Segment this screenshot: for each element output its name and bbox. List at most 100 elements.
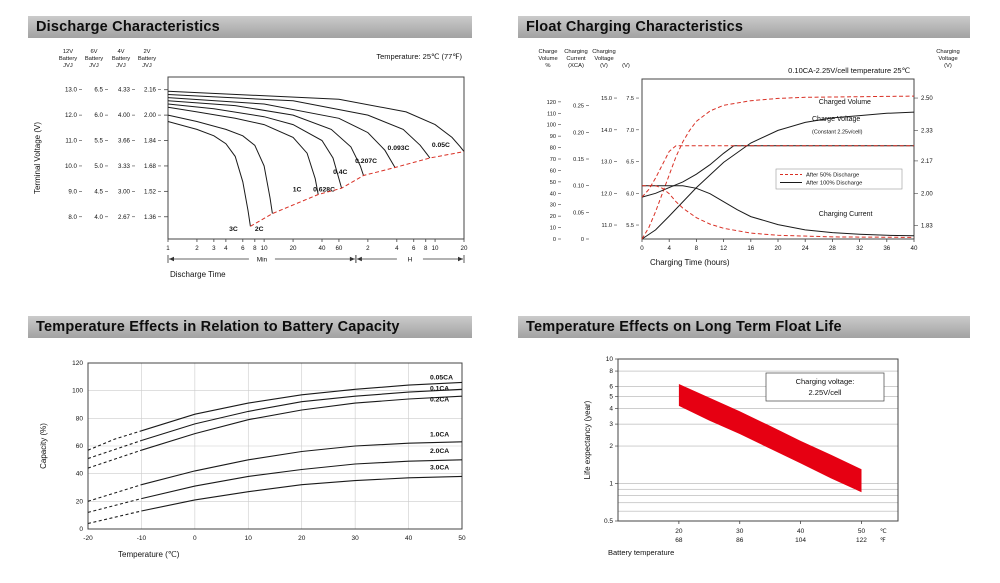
voltage-tick-label: 1.36 — [144, 214, 157, 221]
series-label-1C: 1C — [293, 186, 302, 193]
voltage-tick-label: 2.16 — [144, 87, 157, 94]
right-axis-header: Voltage — [938, 56, 957, 62]
left-axis-tick-label: 15.0 — [601, 96, 612, 102]
voltage-column-header: Battery — [112, 56, 130, 62]
y-tick-label: 8 — [609, 368, 613, 375]
left-axis-tick-label: 0.15 — [573, 157, 584, 163]
plot-border — [87, 362, 463, 530]
series-charging-current-50 — [642, 185, 915, 238]
left-axis-tick-label: 40 — [550, 191, 556, 197]
y-axis-title: Terminal Voltage (V) — [33, 122, 42, 194]
x-tick-label-c: 30 — [736, 528, 744, 535]
discharge-characteristics-section: Discharge Characteristics 12V Battery JVJ 1… — [28, 16, 472, 289]
y-tick-label: 20 — [76, 498, 84, 505]
x-unit-fahrenheit: ℉ — [880, 538, 886, 544]
section-header-float-life: Temperature Effects on Long Term Float L… — [518, 316, 970, 338]
x-tick-label-c: 40 — [797, 528, 805, 535]
voltage-tick-label: 4.0 — [94, 214, 103, 221]
x-tick-label: 20 — [461, 245, 468, 252]
x-tick-label: 60 — [335, 245, 342, 252]
curve-label: Charged Volume — [819, 99, 871, 106]
x-unit-celsius: ℃ — [880, 529, 887, 535]
x-tick-label: 2 — [195, 245, 199, 252]
annotation-line-2: 2.25V/cell — [809, 388, 842, 397]
left-axis-tick-label: 7.5 — [626, 96, 634, 102]
voltage-column-header: Battery — [59, 56, 77, 62]
voltage-tick-label: 1.68 — [144, 163, 157, 170]
x-tick-label: 6 — [241, 245, 245, 252]
series-label-0.628C: 0.628C — [313, 186, 335, 193]
voltage-tick-label: 8.0 — [68, 214, 77, 221]
left-axis-header: (V) — [622, 63, 630, 69]
left-axis-tick-label: 12.0 — [601, 191, 612, 197]
x-tick-label: 2 — [366, 245, 370, 252]
curve-label: Charge Voltage — [812, 116, 860, 123]
y-tick-label: 120 — [72, 360, 83, 367]
x-tick-label-f: 86 — [736, 537, 744, 544]
series-3C — [167, 121, 251, 227]
voltage-column-header: 6V — [90, 49, 97, 55]
left-axis-tick-label: 100 — [547, 123, 556, 129]
series-0.1CA — [141, 388, 463, 442]
voltage-tick-label: 2.00 — [144, 112, 157, 119]
section-arrow — [458, 256, 463, 262]
x-tick-label: 0 — [193, 535, 197, 542]
series-charge-voltage-100 — [641, 145, 914, 198]
series-label-3.0CA: 3.0CA — [430, 465, 449, 472]
series-label-0.4C: 0.4C — [333, 169, 347, 176]
y-tick-label: 2 — [609, 443, 613, 450]
x-tick-label: 1 — [166, 245, 170, 252]
voltage-tick-label: 11.0 — [65, 138, 77, 145]
series-0.207C — [167, 97, 396, 168]
section-title-float-charging: Float Charging Characteristics — [526, 19, 744, 35]
x-tick-label: 40 — [911, 245, 918, 252]
x-tick-label: 50 — [458, 535, 466, 542]
x-tick-label: 8 — [424, 245, 428, 252]
y-tick-label: 10 — [606, 356, 614, 363]
y-axis-title: Life expectancy (year) — [583, 400, 592, 479]
y-tick-label: 0 — [79, 526, 83, 533]
y-tick-label: 3 — [609, 421, 613, 428]
right-axis-header: Charging — [936, 49, 960, 55]
x-tick-label: 10 — [432, 245, 439, 252]
series-1.0CA — [141, 441, 463, 486]
float-charging-section: Float Charging Characteristics Charge Vol… — [518, 16, 970, 289]
left-axis-header: Volume — [538, 56, 557, 62]
section-arrow — [356, 256, 362, 262]
x-tick-label-c: 20 — [675, 528, 683, 535]
voltage-tick-label: 1.84 — [144, 138, 157, 145]
x-tick-label: 40 — [405, 535, 413, 542]
float-charging-chart: ChargeVolume%120110100908070605040302010… — [538, 49, 960, 267]
section-label: Min — [257, 256, 268, 263]
float-life-section: Temperature Effects on Long Term Float L… — [518, 316, 970, 567]
float-life-chart: 1086543210.5206830864010450122℃℉Charging… — [583, 356, 899, 557]
series-charge-voltage-50 — [641, 145, 914, 198]
x-tick-label: 16 — [747, 245, 754, 252]
curve-label: (Constant 2.25v/cell) — [812, 129, 863, 135]
section-header-float-charging: Float Charging Characteristics — [518, 16, 970, 38]
left-axis-header: % — [545, 63, 550, 69]
left-axis-tick-label: 0.05 — [573, 210, 584, 216]
voltage-column-header: 4V — [117, 49, 124, 55]
series-label-0.05CA: 0.05CA — [430, 375, 453, 382]
series-label-2C: 2C — [255, 226, 264, 233]
y-tick-label: 6 — [609, 384, 613, 391]
left-axis-tick-label: 30 — [550, 203, 556, 209]
voltage-tick-label: 2.67 — [118, 214, 131, 221]
x-tick-label: 40 — [319, 245, 326, 252]
x-axis-title: Battery temperature — [608, 548, 674, 557]
left-axis-tick-label: 7.0 — [626, 128, 634, 134]
x-tick-label-c: 50 — [858, 528, 866, 535]
section-arrow — [169, 256, 174, 262]
x-tick-label: 28 — [829, 245, 836, 252]
x-tick-label: 30 — [352, 535, 360, 542]
series-label-2.0CA: 2.0CA — [430, 448, 449, 455]
series-charging-current-100 — [642, 185, 915, 237]
series-0.2CA — [141, 395, 463, 451]
voltage-column-header: 12V — [63, 49, 73, 55]
left-axis-tick-label: 60 — [550, 168, 556, 174]
voltage-tick-label: 4.33 — [118, 87, 131, 94]
x-tick-label: 0 — [640, 245, 644, 252]
right-axis-tick-label: 1.83 — [921, 224, 933, 230]
